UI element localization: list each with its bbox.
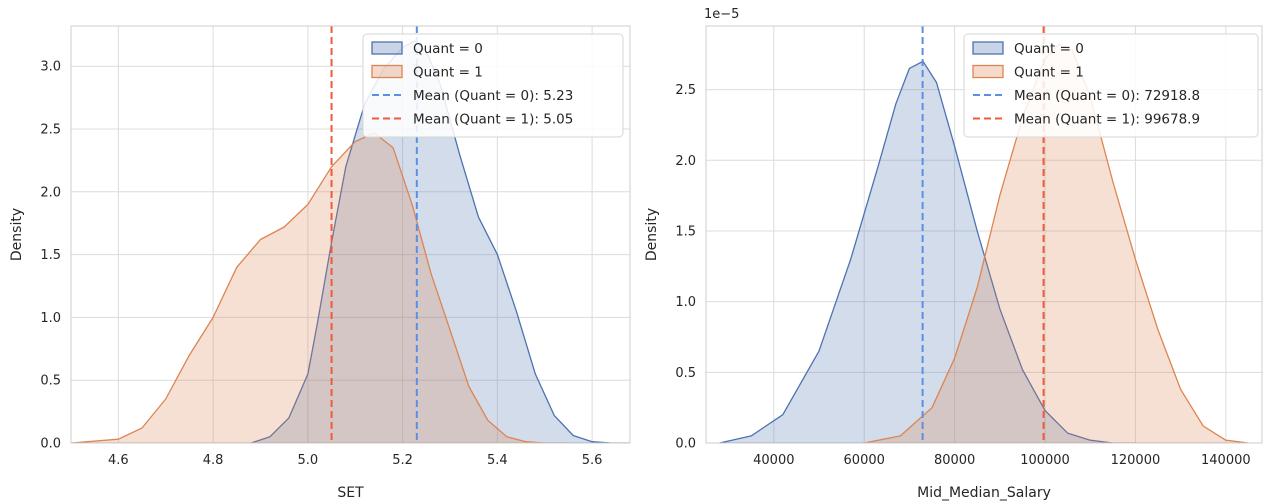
- axes-frame: [70, 25, 631, 444]
- y-tick-label: 2.0: [675, 154, 696, 169]
- legend-label: Mean (Quant = 1): 5.05: [413, 112, 573, 128]
- x-tick-label: 5.0: [298, 453, 319, 468]
- y-offset-label: 1e−5: [704, 7, 739, 22]
- y-tick-label: 0.5: [675, 366, 696, 381]
- legend-swatch: [972, 41, 1004, 55]
- chart-panel-2: 40000 60000 80000 100000 120000 140000 0.0 0.5 1…: [644, 7, 1263, 501]
- x-axis-label: Mid_Median_Salary: [917, 485, 1051, 501]
- x-tick-label: 4.8: [203, 453, 224, 468]
- legend-label: Mean (Quant = 0): 5.23: [413, 88, 573, 104]
- legend-swatch: [371, 64, 403, 79]
- x-tick-label: 5.6: [582, 453, 603, 468]
- x-tick-label: 5.4: [487, 453, 508, 468]
- y-tick-label: 2.5: [40, 122, 61, 137]
- density-area-quant-1: [71, 132, 570, 443]
- legend-label: Mean (Quant = 0): 72918.8: [1014, 88, 1200, 104]
- y-tick-label: 1.0: [40, 311, 61, 326]
- y-tick-label: 0.0: [40, 437, 61, 452]
- y-tick-label: 2.5: [675, 83, 696, 98]
- x-tick-label: 4.6: [108, 453, 129, 468]
- y-tick-label: 0.0: [675, 437, 696, 452]
- legend-label: Quant = 0: [1014, 41, 1084, 57]
- legend-swatch: [371, 41, 403, 55]
- legend: Quant = 0 Quant = 1 Mean (Quant = 0): 5.23…: [362, 33, 624, 138]
- legend-swatch: [972, 64, 1004, 79]
- axes-frame: [705, 25, 1263, 444]
- y-tick-label: 1.5: [675, 224, 696, 239]
- y-axis-label: Density: [9, 208, 25, 261]
- legend-label: Mean (Quant = 1): 99678.9: [1014, 112, 1200, 128]
- x-tick-label: 40000: [753, 453, 794, 468]
- x-tick-label: 100000: [1020, 453, 1070, 468]
- y-tick-label: 1.0: [675, 295, 696, 310]
- x-tick-label: 60000: [844, 453, 885, 468]
- legend: Quant = 0 Quant = 1 Mean (Quant = 0): 7291…: [963, 33, 1259, 138]
- x-tick-label: 120000: [1111, 453, 1161, 468]
- legend-label: Quant = 1: [413, 65, 483, 81]
- y-tick-label: 1.5: [40, 248, 61, 263]
- x-axis-label: SET: [337, 485, 364, 501]
- legend-label: Quant = 0: [413, 41, 483, 57]
- y-tick-label: 0.5: [40, 374, 61, 389]
- x-tick-label: 140000: [1201, 453, 1251, 468]
- x-tick-label: 80000: [934, 453, 975, 468]
- legend-label: Quant = 1: [1014, 65, 1084, 81]
- y-tick-label: 3.0: [40, 60, 61, 75]
- y-tick-label: 2.0: [40, 185, 61, 200]
- y-axis-label: Density: [644, 208, 660, 261]
- x-tick-label: 5.2: [392, 453, 413, 468]
- chart-panel-1: 4.6 4.8 5.0 5.2 5.4 5.6 0.0 0.5 1.0 1.5 2.0 2.5 3.0 S…: [9, 25, 631, 501]
- density-area-quant-0: [718, 60, 1137, 443]
